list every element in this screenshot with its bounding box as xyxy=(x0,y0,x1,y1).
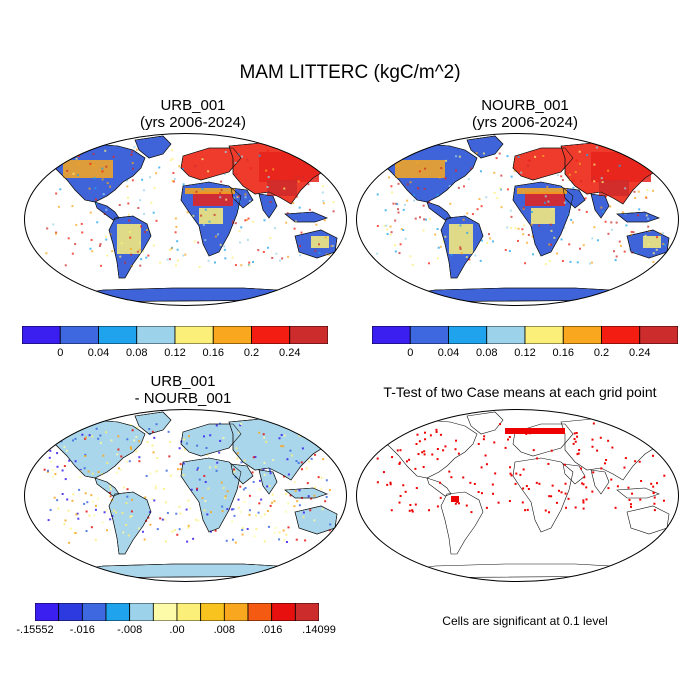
continent-northamerica xyxy=(42,419,146,479)
continent-southamerica xyxy=(440,491,484,555)
map-panel-diff xyxy=(24,409,347,582)
continent-antarctica xyxy=(374,287,656,303)
continent-indonesia xyxy=(616,487,660,499)
colorbar-tick-label: 0.24 xyxy=(629,347,651,359)
panel-title-urb: URB_001 (yrs 2006-2024) xyxy=(38,97,348,131)
continent-antarctica xyxy=(374,563,656,579)
colorbar-tick-label: 0.12 xyxy=(164,347,186,359)
colorbar-tick-label: 0.04 xyxy=(87,347,110,359)
colorbar-tick-label: 0.08 xyxy=(126,347,148,359)
colorbar-tick-label: .016 xyxy=(260,624,283,636)
colorbar-tick-label: 0 xyxy=(57,347,64,359)
colorbar-swatch xyxy=(271,603,296,621)
colorbar-tick-label: 0.08 xyxy=(476,347,498,359)
colorbar-swatch xyxy=(58,603,83,621)
colorbar-swatch xyxy=(524,326,564,344)
colorbar-swatch xyxy=(294,603,319,621)
continent-asia xyxy=(560,417,668,481)
map-panel-ttest xyxy=(356,409,679,582)
continent-europe xyxy=(512,423,574,457)
continent-australia xyxy=(626,505,670,535)
colorbar-swatch xyxy=(409,326,449,344)
panel-title-line1: NOURB_001 xyxy=(481,97,569,114)
colorbar-swatch xyxy=(105,603,131,621)
colorbar-swatch xyxy=(601,326,641,344)
colorbar-tick-label: 0.04 xyxy=(437,347,460,359)
colorbar-tick-label: -.15552 xyxy=(16,624,54,636)
panel-title-line2: (yrs 2006-2024) xyxy=(472,114,578,131)
colorbar-tick-label: 0 xyxy=(407,347,414,359)
colorbar-tick-label: 0.12 xyxy=(514,347,536,359)
colorbar-tick-label: .14099 xyxy=(302,624,336,636)
colorbar-swatch xyxy=(639,326,678,344)
colorbar-swatch xyxy=(59,326,99,344)
colorbar-tick-label: -.016 xyxy=(69,624,95,636)
panel-title-line1: T-Test of two Case means at each grid po… xyxy=(383,384,657,400)
colorbar-swatch xyxy=(562,326,602,344)
colorbar-swatch xyxy=(486,326,526,344)
continent-centralam xyxy=(94,201,120,221)
map-border xyxy=(356,133,679,306)
colorbar-tick-label: 0.2 xyxy=(243,347,260,359)
colorbar-swatch xyxy=(98,326,138,344)
panel-title-nourb: NOURB_001 (yrs 2006-2024) xyxy=(370,97,680,131)
colorbar-tick-label: 0.16 xyxy=(552,347,574,359)
colorbar-nourb xyxy=(372,326,678,344)
panel-title-diff: URB_001 - NOURB_001 xyxy=(28,373,338,407)
colorbar-labels-diff: -.15552 -.016 -.008 .00 .008 .016 .14099 xyxy=(16,624,335,638)
colorbar-swatch xyxy=(289,326,328,344)
continent-antarctica xyxy=(42,287,324,303)
colorbar-swatch xyxy=(136,326,176,344)
panel-title-line2: - NOURB_001 xyxy=(134,390,232,407)
continent-northamerica xyxy=(374,419,478,479)
continent-centralam xyxy=(426,201,452,221)
colorbar-labels-nourb: 0 0.04 0.08 0.12 0.16 0.2 0.24 xyxy=(372,347,678,361)
colorbar-tick-label: .00 xyxy=(169,624,185,636)
colorbar-swatch xyxy=(200,603,225,621)
map-panel-urb xyxy=(24,133,347,306)
colorbar-diff xyxy=(35,603,319,621)
colorbar-swatch xyxy=(152,603,178,621)
colorbar-tick-label: 0.16 xyxy=(202,347,224,359)
colorbar-swatch xyxy=(223,603,249,621)
colorbar-swatch xyxy=(212,326,252,344)
colorbar-swatch xyxy=(129,603,154,621)
colorbar-swatch xyxy=(247,603,273,621)
colorbar-swatch xyxy=(22,326,61,344)
colorbar-swatch xyxy=(176,603,202,621)
continent-centralam xyxy=(426,477,452,497)
significance-note: Cells are significant at 0.1 level xyxy=(442,614,608,628)
panel-title-line1: URB_001 xyxy=(160,97,226,114)
colorbar-swatch xyxy=(251,326,291,344)
colorbar-swatch xyxy=(35,603,60,621)
colorbar-swatch xyxy=(448,326,488,344)
panel-title-line2: (yrs 2006-2024) xyxy=(140,114,246,131)
map-border xyxy=(24,133,347,306)
continent-centralam xyxy=(94,477,120,497)
map-panel-nourb xyxy=(356,133,679,306)
figure-title: MAM LITTERC (kgC/m^2) xyxy=(239,62,461,83)
map-border xyxy=(356,409,679,582)
continent-greenland xyxy=(466,411,504,435)
colorbar-swatch xyxy=(81,603,107,621)
colorbar-swatch xyxy=(174,326,214,344)
continent-arabia xyxy=(562,463,586,485)
colorbar-swatch xyxy=(372,326,411,344)
colorbar-tick-label: -.008 xyxy=(117,624,143,636)
panel-title-ttest: T-Test of two Case means at each grid po… xyxy=(340,384,700,401)
continent-africa xyxy=(512,457,574,533)
colorbar-tick-label: 0.24 xyxy=(279,347,301,359)
continent-india xyxy=(590,469,610,495)
colorbar-tick-label: .008 xyxy=(213,624,236,636)
continent-antarctica xyxy=(42,563,324,579)
map-border xyxy=(24,409,347,582)
colorbar-tick-label: 0.2 xyxy=(593,347,610,359)
colorbar-urb xyxy=(22,326,328,344)
panel-title-line1: URB_001 xyxy=(150,373,216,390)
colorbar-labels-urb: 0 0.04 0.08 0.12 0.16 0.2 0.24 xyxy=(22,347,328,361)
